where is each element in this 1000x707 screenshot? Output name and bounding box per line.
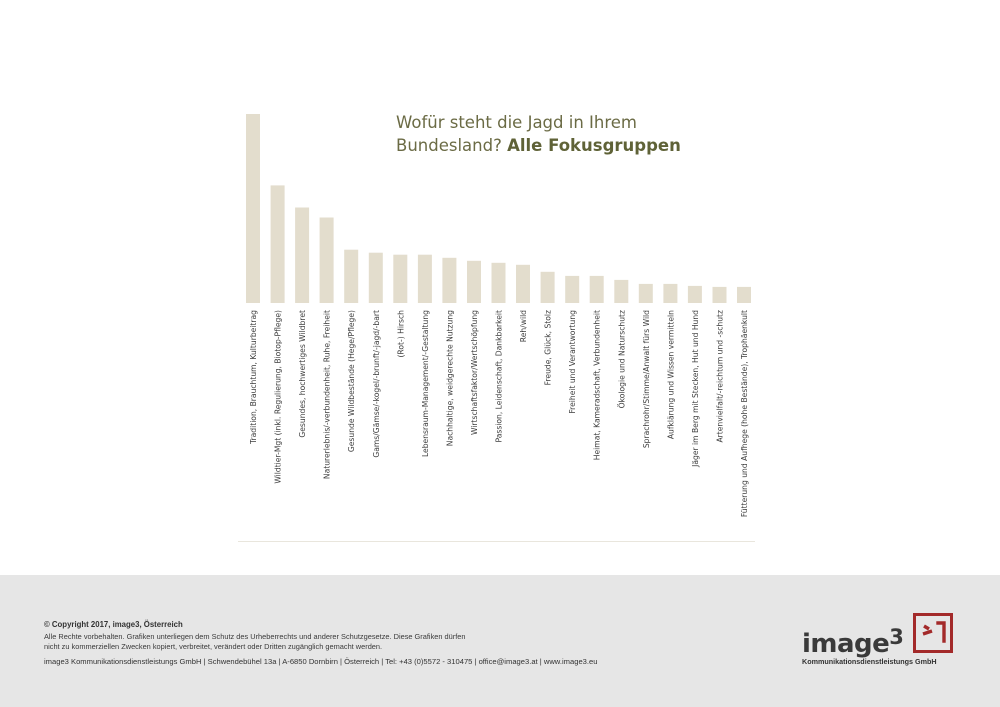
bar-7 <box>393 254 408 303</box>
bar-16 <box>614 279 629 303</box>
divider-line <box>238 541 755 542</box>
category-label-13: Freude, Glück, Stolz <box>544 310 553 385</box>
category-label-9: Nachhaltige, weidgerechte Nutzung <box>445 310 454 446</box>
category-label-14: Freiheit und Verantwortung <box>568 310 577 414</box>
bar-17 <box>638 283 653 303</box>
category-label-10: Wirtschaftsfaktor/Wertschöpfung <box>470 310 479 435</box>
category-label-17: Sprachrohr/Stimme/Anwalt fürs Wild <box>642 310 651 448</box>
category-label-5: Gesunde Wildbestände (Hege/Pflege) <box>347 310 356 452</box>
category-label-1: Tradition, Brauchtum, Kulturbeitrag <box>249 310 258 445</box>
category-label-19: Jäger im Berg mit Stecken, Hut und Hund <box>691 310 700 468</box>
logo-mark-icon <box>913 613 953 653</box>
category-label-3: Gesundes, hochwertiges Wildbret <box>298 310 307 438</box>
bar-15 <box>589 275 604 303</box>
bar-14 <box>565 275 580 303</box>
logo-subtitle: Kommunikationsdienstleistungs GmbH <box>802 657 937 666</box>
category-label-11: Passion, Leidenschaft, Dankbarkeit <box>495 310 504 443</box>
logo-superscript: 3 <box>889 625 904 649</box>
bar-11 <box>491 262 506 303</box>
logo-word-text: image <box>802 629 890 659</box>
bar-13 <box>540 271 555 303</box>
bar-2 <box>270 185 285 303</box>
category-label-20: Artenvielfalt/-reichtum und -schutz <box>716 310 725 443</box>
category-label-4: Naturerlebnis/-verbundenheit, Ruhe, Frei… <box>323 310 332 479</box>
bar-6 <box>368 252 383 303</box>
bar-19 <box>687 285 702 303</box>
category-label-15: Heimat, Kameradschaft, Verbundenheit <box>593 310 602 460</box>
bar-5 <box>344 249 359 303</box>
bar-chart: Tradition, Brauchtum, Kulturbeitrag Wildt… <box>246 114 751 517</box>
copyright-text: © Copyright 2017, image3, Österreich <box>44 620 183 629</box>
category-label-7: (Rot-) Hirsch <box>396 310 405 358</box>
category-label-21: Fütterung und Aufhege (hohe Bestände), T… <box>740 310 749 517</box>
bar-4 <box>319 217 334 303</box>
rights-notice: Alle Rechte vorbehalten. Grafiken unterl… <box>44 632 466 651</box>
category-label-12: Reh/wild <box>519 310 528 342</box>
category-label-16: Ökologie und Naturschutz <box>617 310 626 408</box>
bar-10 <box>467 260 481 303</box>
bar-3 <box>295 207 310 303</box>
logo-wordmark: image3 <box>802 625 904 659</box>
chart-title-bold: Alle Fokusgruppen <box>507 136 681 155</box>
footer: © Copyright 2017, image3, Österreich All… <box>0 575 1000 707</box>
bar-1 <box>246 114 260 303</box>
bar-12 <box>516 264 530 303</box>
bar-8 <box>417 254 432 303</box>
chart-title-main: Wofür steht die Jagd in Ihrem Bundesland… <box>396 113 638 155</box>
category-label-6: Gams/Gämse/-kogel/-brunft/-jagd/-bart <box>372 310 381 458</box>
chart-area: Tradition, Brauchtum, Kulturbeitrag Wildt… <box>238 111 755 542</box>
category-label-2: Wildtier-Mgt (inkl. Regulierung, Biotop-… <box>274 310 283 484</box>
bar-21 <box>737 286 751 303</box>
category-label-8: Lebensraum-Management/-Gestaltung <box>421 310 430 457</box>
bar-9 <box>442 257 457 303</box>
bar-18 <box>663 283 678 303</box>
chart-title: Wofür steht die Jagd in Ihrem Bundesland… <box>396 111 726 157</box>
contact-line: image3 Kommunikationsdienstleistungs Gmb… <box>44 657 598 666</box>
bar-20 <box>712 286 727 303</box>
category-label-18: Aufklärung und Wissen vermitteln <box>666 310 675 439</box>
